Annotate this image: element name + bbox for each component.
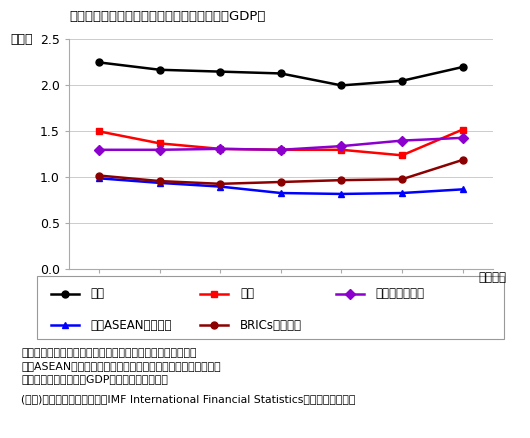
主要ASEAN諸国平均 bbox=[278, 191, 284, 196]
日本 bbox=[278, 71, 284, 76]
Text: BRICs諸国平均: BRICs諸国平均 bbox=[240, 319, 302, 332]
BRICs諸国平均 bbox=[278, 180, 284, 185]
主要先進国平均 bbox=[96, 147, 102, 152]
日本 bbox=[156, 67, 163, 72]
Line: 主要ASEAN諸国平均: 主要ASEAN諸国平均 bbox=[96, 175, 466, 198]
主要ASEAN諸国平均 bbox=[460, 187, 466, 192]
中国 bbox=[278, 147, 284, 152]
主要先進国平均 bbox=[338, 144, 344, 149]
中国 bbox=[460, 127, 466, 132]
BRICs諸国平均 bbox=[96, 173, 102, 178]
主要先進国平均 bbox=[217, 146, 224, 152]
Text: 主要先進国平均: 主要先進国平均 bbox=[375, 287, 424, 300]
主要ASEAN諸国平均 bbox=[156, 180, 163, 186]
Text: 主要ASEAN：シンガポール、マレーシア、タイ、インドネシア: 主要ASEAN：シンガポール、マレーシア、タイ、インドネシア bbox=[21, 361, 221, 371]
主要先進国平均 bbox=[399, 138, 405, 143]
BRICs諸国平均 bbox=[460, 157, 466, 162]
主要先進国平均 bbox=[156, 147, 163, 152]
Line: 日本: 日本 bbox=[96, 59, 466, 89]
主要ASEAN諸国平均 bbox=[338, 191, 344, 197]
Line: 主要先進国平均: 主要先進国平均 bbox=[96, 134, 466, 153]
Line: 中国: 中国 bbox=[96, 126, 466, 159]
中国 bbox=[338, 147, 344, 152]
Line: BRICs諸国平均: BRICs諸国平均 bbox=[96, 156, 466, 187]
BRICs諸国平均 bbox=[338, 177, 344, 183]
主要ASEAN諸国平均 bbox=[399, 191, 405, 196]
Text: 主要ASEAN諸国平均: 主要ASEAN諸国平均 bbox=[91, 319, 172, 332]
中国 bbox=[96, 129, 102, 134]
Text: （年末）: （年末） bbox=[478, 271, 506, 284]
Text: （倍）: （倍） bbox=[11, 33, 33, 46]
日本 bbox=[217, 69, 224, 74]
Text: 平均値は、各国の名目GDPで加重平均したもの: 平均値は、各国の名目GDPで加重平均したもの bbox=[21, 374, 168, 385]
FancyBboxPatch shape bbox=[37, 276, 503, 339]
Text: 図表１）領金取扱機関による信用供与／名目GDP率: 図表１）領金取扱機関による信用供与／名目GDP率 bbox=[69, 10, 266, 23]
BRICs諸国平均 bbox=[156, 178, 163, 184]
Text: (出所)各国資金循環統計及びIMF International Financial Statisticsより大和総研作成: (出所)各国資金循環統計及びIMF International Financia… bbox=[21, 394, 356, 404]
BRICs諸国平均 bbox=[217, 181, 224, 187]
日本 bbox=[96, 60, 102, 65]
主要先進国平均 bbox=[460, 135, 466, 141]
Text: 日本: 日本 bbox=[91, 287, 105, 300]
主要先進国平均 bbox=[278, 147, 284, 152]
中国 bbox=[399, 153, 405, 158]
Text: 主要先進国：日本、アメリカ、ドイツ、フランス、イギリス: 主要先進国：日本、アメリカ、ドイツ、フランス、イギリス bbox=[21, 348, 197, 358]
日本 bbox=[399, 78, 405, 83]
BRICs諸国平均 bbox=[399, 177, 405, 182]
中国 bbox=[156, 141, 163, 146]
Text: 中国: 中国 bbox=[240, 287, 254, 300]
中国 bbox=[217, 146, 224, 152]
主要ASEAN諸国平均 bbox=[217, 184, 224, 189]
日本 bbox=[338, 83, 344, 88]
日本 bbox=[460, 64, 466, 70]
主要ASEAN諸国平均 bbox=[96, 176, 102, 181]
